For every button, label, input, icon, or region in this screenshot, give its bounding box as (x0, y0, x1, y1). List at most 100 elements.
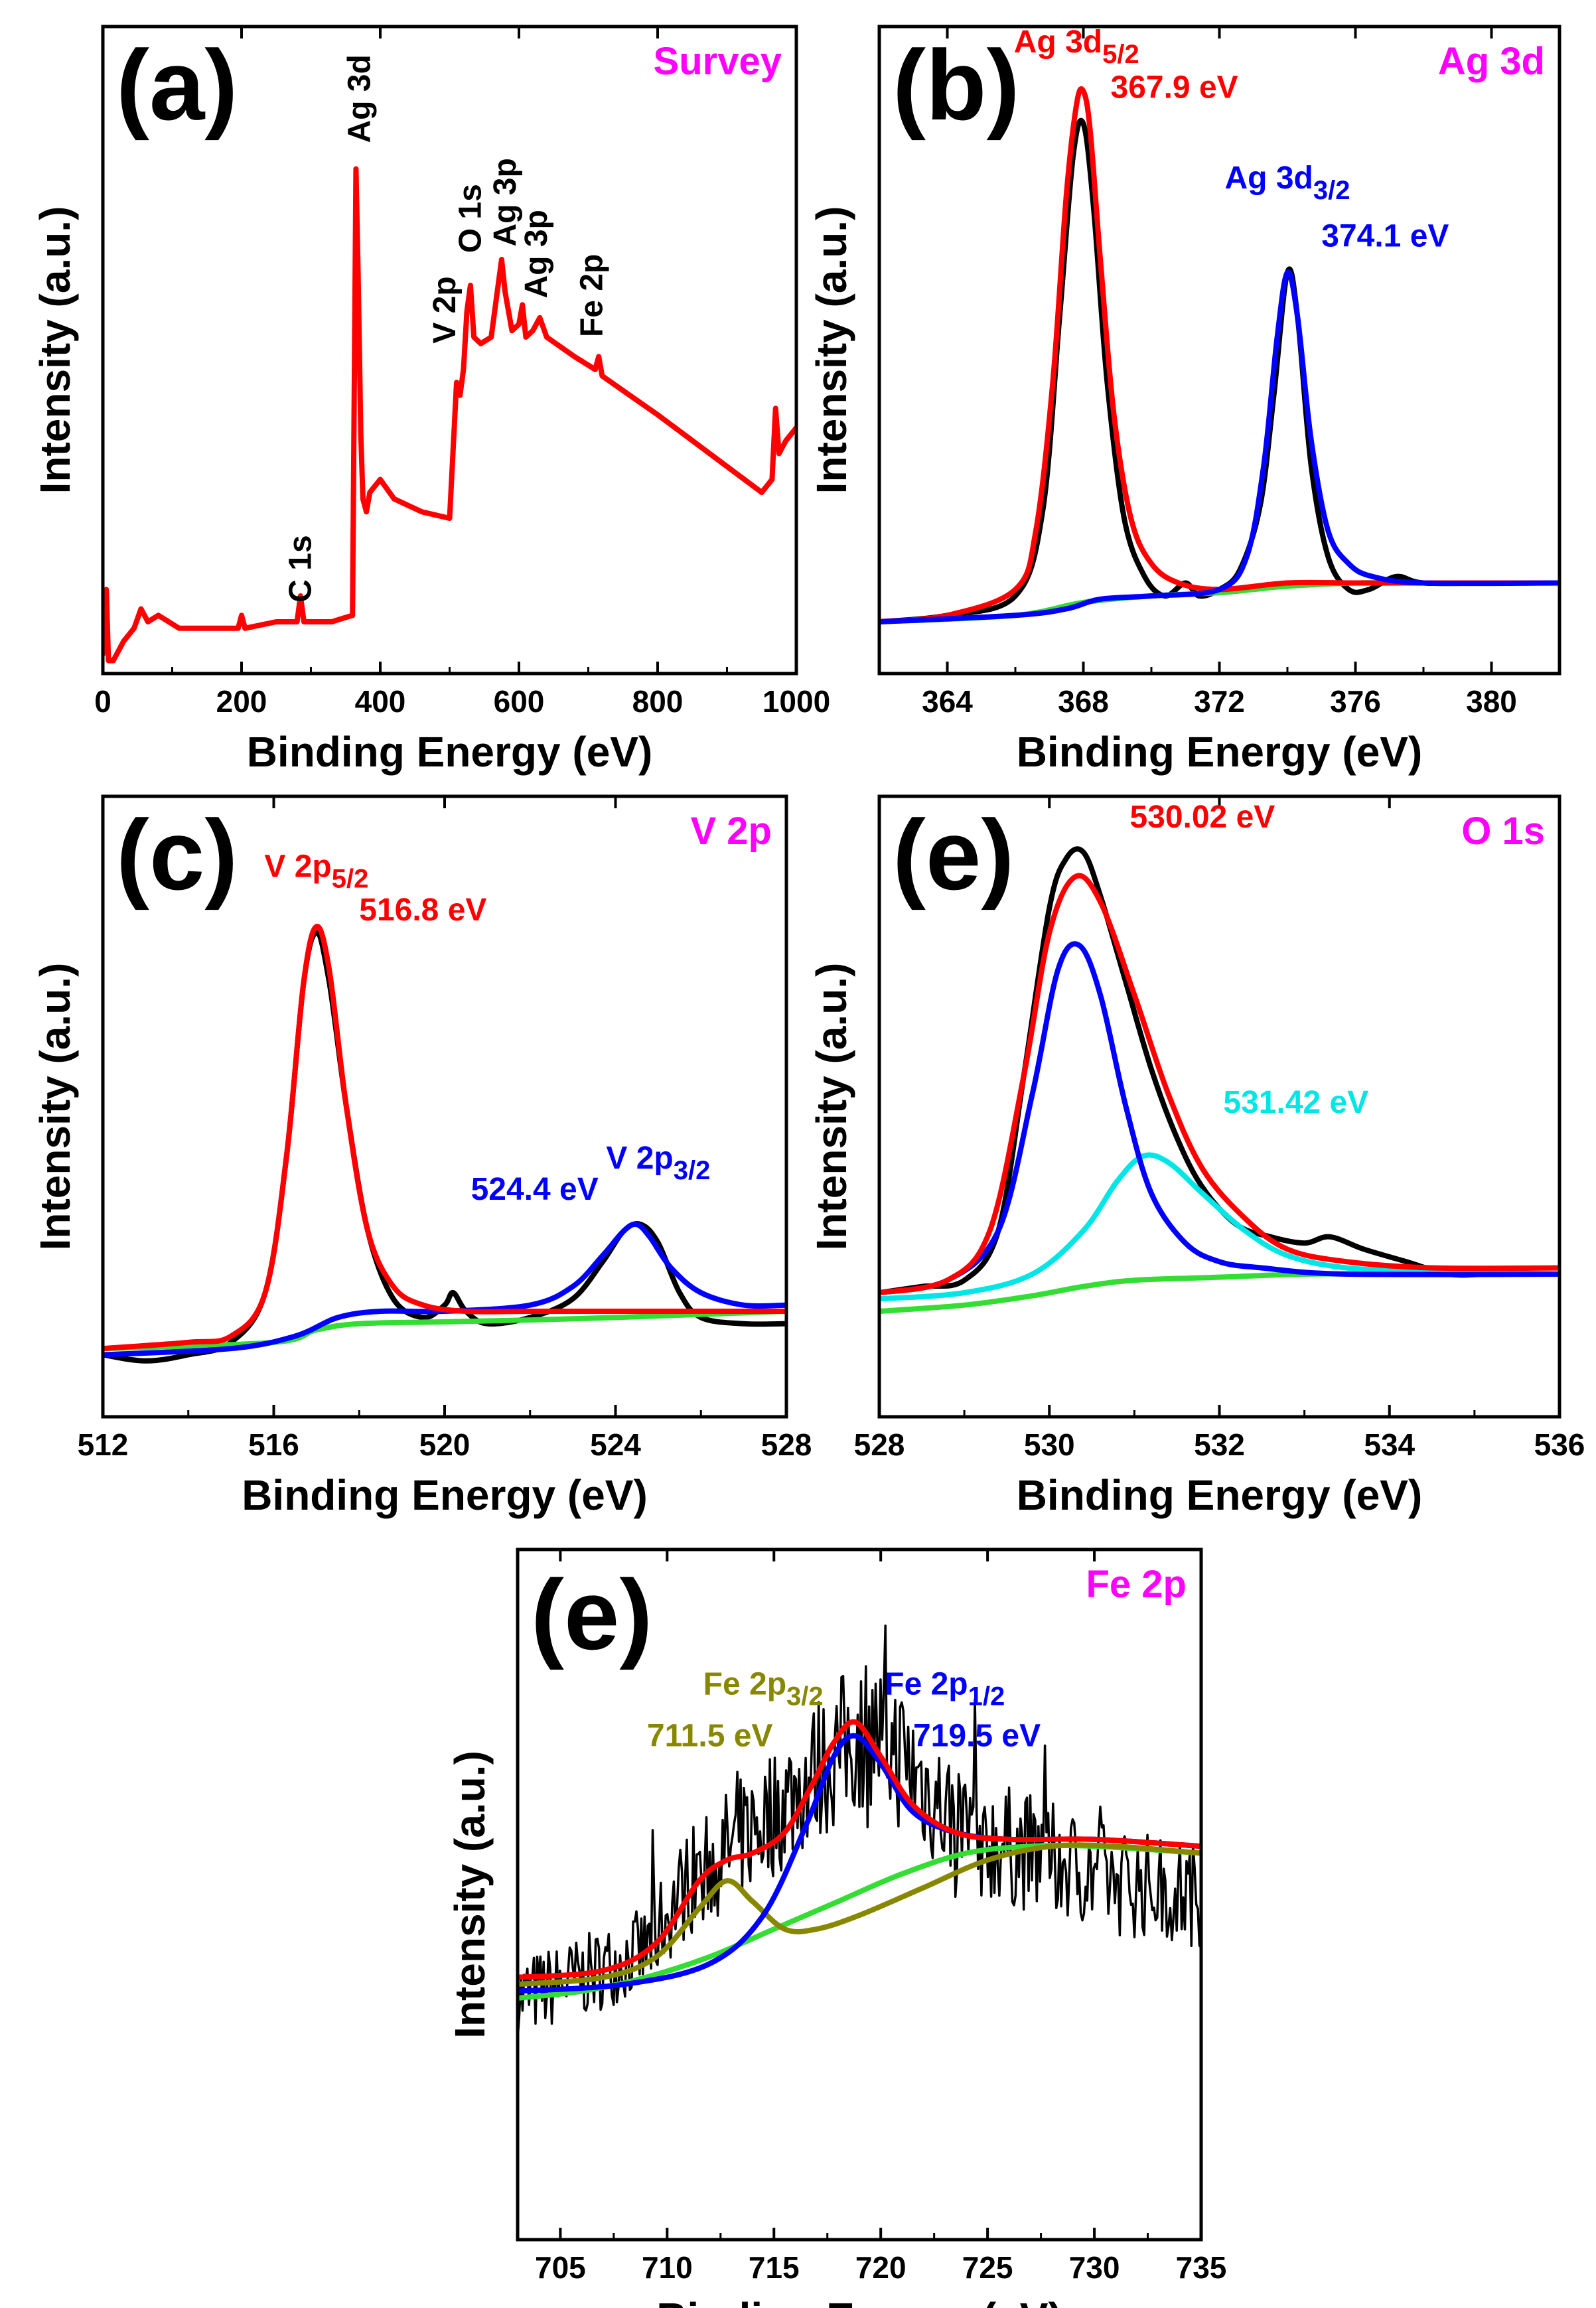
series-group (518, 1624, 1201, 2040)
series-ag-3d3-2-fit (879, 269, 1560, 624)
annotation-text: Fe 2p (885, 1666, 968, 1701)
series-531-42-ev-component (879, 1152, 1560, 1302)
peak-annotation: V 2p3/2 (606, 1141, 710, 1185)
peak-annotation: Ag 3d (342, 54, 377, 143)
annotation-text: Ag 3d (1014, 25, 1102, 60)
annotation-text: 719.5 eV (913, 1718, 1041, 1753)
panel-c: 512 516 520 524 528 Binding Energy (eV) Intens… (31, 794, 812, 1519)
series-v-2p5-2-fit (103, 924, 786, 1352)
peak-annotation: Fe 2p (574, 254, 609, 337)
panel-label: (e) (893, 799, 1014, 910)
x-tick-label: 530 (1024, 1427, 1075, 1462)
annotation-text: Fe 2p (703, 1666, 786, 1701)
annotation-text: Ag 3d (1225, 161, 1313, 196)
series-group (103, 166, 796, 664)
x-tick-label: 516 (248, 1427, 299, 1462)
x-tick-label: 600 (494, 684, 545, 719)
peak-annotation: 367.9 eV (1111, 70, 1238, 105)
annotation-subscript: 3/2 (1313, 176, 1350, 205)
peak-annotation: 711.5 eV (647, 1718, 773, 1753)
y-axis-label: Intensity (a.u.) (808, 963, 855, 1251)
x-tick-label: 380 (1466, 684, 1517, 719)
peak-annotation: V 2p5/2 (264, 849, 368, 894)
series-raw-data (518, 1624, 1201, 2040)
annotation-text: V 2p (427, 276, 463, 343)
panel-title: V 2p (691, 810, 772, 853)
annotation-subscript: 3/2 (674, 1156, 711, 1185)
series-baseline (879, 1271, 1560, 1314)
annotation-text: Ag 3p (488, 158, 523, 246)
series-ag-3d5-2-fit (879, 86, 1560, 624)
peak-annotation: 531.42 eV (1223, 1085, 1368, 1120)
annotation-subscript: 3/2 (786, 1682, 824, 1711)
x-tick-label: 376 (1330, 684, 1381, 719)
panel-label: (a) (116, 29, 238, 141)
y-axis-label: Intensity (a.u.) (31, 963, 79, 1251)
x-tick-label: 0 (94, 684, 111, 719)
x-tick-label: 710 (642, 2250, 693, 2285)
x-tick-label: 534 (1364, 1427, 1415, 1462)
peak-annotation: Ag 3d5/2 (1014, 25, 1139, 69)
peak-annotation: 530.02 eV (1129, 800, 1275, 835)
x-tick-label: 368 (1058, 684, 1109, 719)
peak-annotation: Fe 2p3/2 (703, 1666, 824, 1711)
panel-a: 0 200 400 600 800 1000 Binding Energy (eV) Inte… (31, 25, 830, 776)
annotation-text: Fe 2p (574, 254, 609, 337)
annotation-subscript: 5/2 (1102, 40, 1139, 69)
series-group (879, 846, 1560, 1314)
series-envelope-fit (879, 873, 1560, 1295)
x-tick-label: 1000 (762, 684, 830, 719)
peak-annotation: Fe 2p1/2 (885, 1666, 1005, 1711)
series-raw-data (879, 846, 1560, 1295)
y-axis-label: Intensity (a.u.) (808, 206, 855, 494)
panel-label: (c) (116, 799, 238, 910)
series-v-2p3-2-fit (103, 1221, 786, 1358)
annotation-text: O 1s (453, 184, 488, 253)
x-axis-label: Binding Energy (eV) (1017, 1471, 1423, 1519)
annotation-text: Ag 3p (519, 210, 554, 298)
x-tick-label: 528 (761, 1427, 812, 1462)
annotation-subscript: 5/2 (332, 865, 369, 894)
peak-annotation: O 1s (453, 184, 488, 253)
annotation-text: 516.8 eV (359, 893, 486, 928)
annotation-text: 530.02 eV (1129, 800, 1275, 835)
x-tick-label: 720 (855, 2250, 907, 2285)
peak-annotation: 516.8 eV (359, 893, 486, 928)
x-axis-label: Binding Energy (eV) (1017, 728, 1423, 776)
x-tick-label: 520 (419, 1427, 471, 1462)
x-tick-label: 524 (590, 1427, 641, 1462)
panel-title: Fe 2p (1086, 1563, 1187, 1606)
panel-label: (e) (531, 1559, 652, 1670)
series-group (879, 86, 1560, 624)
x-axis-label: Binding Energy (eV) (247, 728, 653, 776)
series-fe-2p3-2-fit (518, 1842, 1201, 1987)
y-axis-label: Intensity (a.u.) (446, 1751, 494, 2039)
x-tick-label: 735 (1176, 2250, 1227, 2285)
annotation-text: 531.42 eV (1223, 1085, 1368, 1120)
series-raw-data (879, 117, 1560, 624)
panel-e2: 705 710 715 720 725 730 735 Binding Energy (eV)… (446, 1548, 1227, 2308)
annotation-text: V 2p (606, 1141, 673, 1176)
peak-annotation: Ag 3p (488, 158, 523, 246)
series-530-02-ev-component (879, 941, 1560, 1295)
annotation-text: 524.4 eV (471, 1172, 599, 1207)
y-axis-label: Intensity (a.u.) (31, 206, 79, 494)
x-tick-label: 730 (1069, 2250, 1120, 2285)
series-raw-data (103, 930, 786, 1364)
x-tick-label: 528 (854, 1427, 905, 1462)
peak-annotation: Ag 3p (519, 210, 554, 298)
x-tick-label: 532 (1194, 1427, 1245, 1462)
annotation-subscript: 1/2 (968, 1682, 1005, 1711)
series-survey-spectrum (103, 166, 796, 664)
peak-annotation: 524.4 eV (471, 1172, 599, 1207)
x-tick-label: 200 (216, 684, 267, 719)
annotation-text: V 2p (264, 849, 331, 885)
x-tick-label: 705 (535, 2250, 586, 2285)
annotation-text: C 1s (283, 535, 319, 602)
series-group (103, 924, 786, 1364)
peak-annotation: Ag 3d3/2 (1225, 161, 1350, 205)
peak-annotation: 374.1 eV (1321, 219, 1449, 254)
annotation-text: Ag 3d (342, 54, 377, 143)
x-tick-label: 725 (962, 2250, 1013, 2285)
